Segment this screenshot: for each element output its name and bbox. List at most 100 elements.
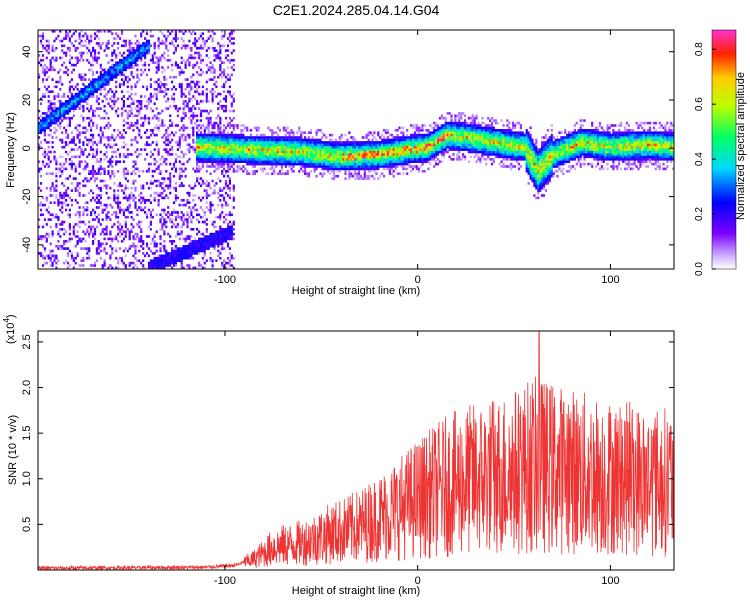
- heatmap-cell: [107, 116, 110, 120]
- heatmap-cell: [95, 126, 98, 130]
- heatmap-cell: [109, 162, 112, 166]
- heatmap-cell: [43, 148, 46, 151]
- heatmap-cell: [186, 249, 189, 253]
- heatmap-cell: [207, 138, 210, 142]
- heatmap-cell: [250, 145, 253, 149]
- heatmap-cell: [196, 160, 199, 163]
- heatmap-cell: [153, 114, 156, 118]
- heatmap-cell: [136, 223, 139, 226]
- heatmap-cell: [201, 244, 204, 248]
- heatmap-cell: [178, 83, 181, 86]
- heatmap-cell: [39, 141, 43, 144]
- heatmap-cell: [346, 153, 349, 156]
- heatmap-cell: [136, 114, 139, 118]
- heatmap-cell: [174, 254, 177, 258]
- heatmap-cell: [219, 145, 222, 149]
- heatmap-cell: [205, 88, 208, 91]
- heatmap-cell: [132, 165, 135, 168]
- heatmap-cell: [205, 228, 208, 231]
- heatmap-cell: [240, 148, 243, 151]
- heatmap-cell: [90, 104, 93, 108]
- heatmap-cell: [178, 167, 181, 171]
- heatmap-cell: [367, 131, 370, 134]
- heatmap-cell: [404, 167, 407, 171]
- heatmap-cell: [192, 244, 195, 248]
- heatmap-cell: [55, 254, 58, 258]
- heatmap-cell: [38, 121, 41, 125]
- heatmap-cell: [180, 256, 183, 260]
- heatmap-cell: [240, 150, 243, 154]
- heatmap-cell: [340, 153, 343, 156]
- heatmap-cell: [145, 182, 149, 185]
- heatmap-cell: [201, 242, 204, 246]
- heatmap-cell: [53, 49, 56, 52]
- heatmap-cell: [47, 107, 50, 110]
- heatmap-cell: [410, 136, 413, 139]
- heatmap-cell: [178, 256, 181, 260]
- heatmap-cell: [80, 259, 83, 262]
- heatmap-cell: [194, 242, 197, 246]
- heatmap-cell: [242, 153, 245, 156]
- heatmap-cell: [144, 63, 147, 67]
- heatmap-cell: [142, 266, 145, 269]
- heatmap-cell: [223, 97, 226, 101]
- heatmap-cell: [196, 83, 199, 86]
- heatmap-cell: [84, 232, 87, 236]
- heatmap-cell: [128, 49, 131, 52]
- heatmap-cell: [70, 162, 73, 166]
- heatmap-cell: [348, 143, 351, 147]
- heatmap-cell: [169, 141, 172, 144]
- heatmap-cell: [169, 119, 172, 122]
- heatmap-cell: [144, 131, 147, 134]
- heatmap-cell: [51, 141, 54, 144]
- heatmap-cell: [128, 199, 131, 202]
- heatmap-cell: [184, 100, 187, 103]
- heatmap-cell: [221, 150, 224, 154]
- heatmap-cell: [361, 153, 364, 156]
- heatmap-cell: [93, 37, 97, 40]
- heatmap-cell: [122, 189, 125, 192]
- heatmap-cell: [41, 160, 45, 163]
- heatmap-cell: [226, 158, 230, 161]
- heatmap-cell: [363, 174, 366, 178]
- heatmap-cell: [330, 145, 334, 149]
- heatmap-cell: [215, 133, 218, 137]
- heatmap-cell: [142, 30, 145, 33]
- heatmap-cell: [267, 138, 270, 142]
- heatmap-cell: [280, 165, 283, 168]
- heatmap-cell: [230, 59, 233, 62]
- heatmap-cell: [51, 112, 54, 115]
- heatmap-cell: [199, 206, 203, 209]
- heatmap-cell: [350, 174, 353, 178]
- heatmap-cell: [199, 46, 203, 50]
- heatmap-cell: [155, 160, 158, 163]
- heatmap-cell: [57, 215, 60, 219]
- heatmap-cell: [117, 63, 120, 67]
- heatmap-cell: [176, 63, 179, 67]
- heatmap-cell: [82, 141, 85, 144]
- heatmap-cell: [224, 172, 228, 175]
- heatmap-cell: [305, 143, 309, 147]
- heatmap-cell: [84, 184, 87, 188]
- heatmap-cell: [130, 92, 133, 96]
- heatmap-cell: [327, 145, 330, 149]
- heatmap-cell: [171, 63, 174, 67]
- heatmap-cell: [411, 148, 415, 151]
- heatmap-cell: [327, 153, 330, 156]
- heatmap-cell: [282, 143, 285, 147]
- heatmap-cell: [267, 158, 270, 161]
- heatmap-cell: [180, 150, 183, 154]
- heatmap-cell: [149, 97, 152, 101]
- heatmap-cell: [215, 56, 218, 60]
- heatmap-cell: [138, 206, 141, 209]
- heatmap-cell: [271, 153, 274, 156]
- heatmap-cell: [47, 165, 50, 168]
- heatmap-cell: [182, 126, 185, 130]
- heatmap-cell: [408, 150, 411, 154]
- heatmap-cell: [336, 170, 339, 173]
- heatmap-cell: [63, 194, 66, 197]
- heatmap-cell: [88, 230, 91, 233]
- heatmap-cell: [82, 100, 85, 103]
- heatmap-cell: [224, 97, 228, 101]
- heatmap-cell: [198, 138, 201, 142]
